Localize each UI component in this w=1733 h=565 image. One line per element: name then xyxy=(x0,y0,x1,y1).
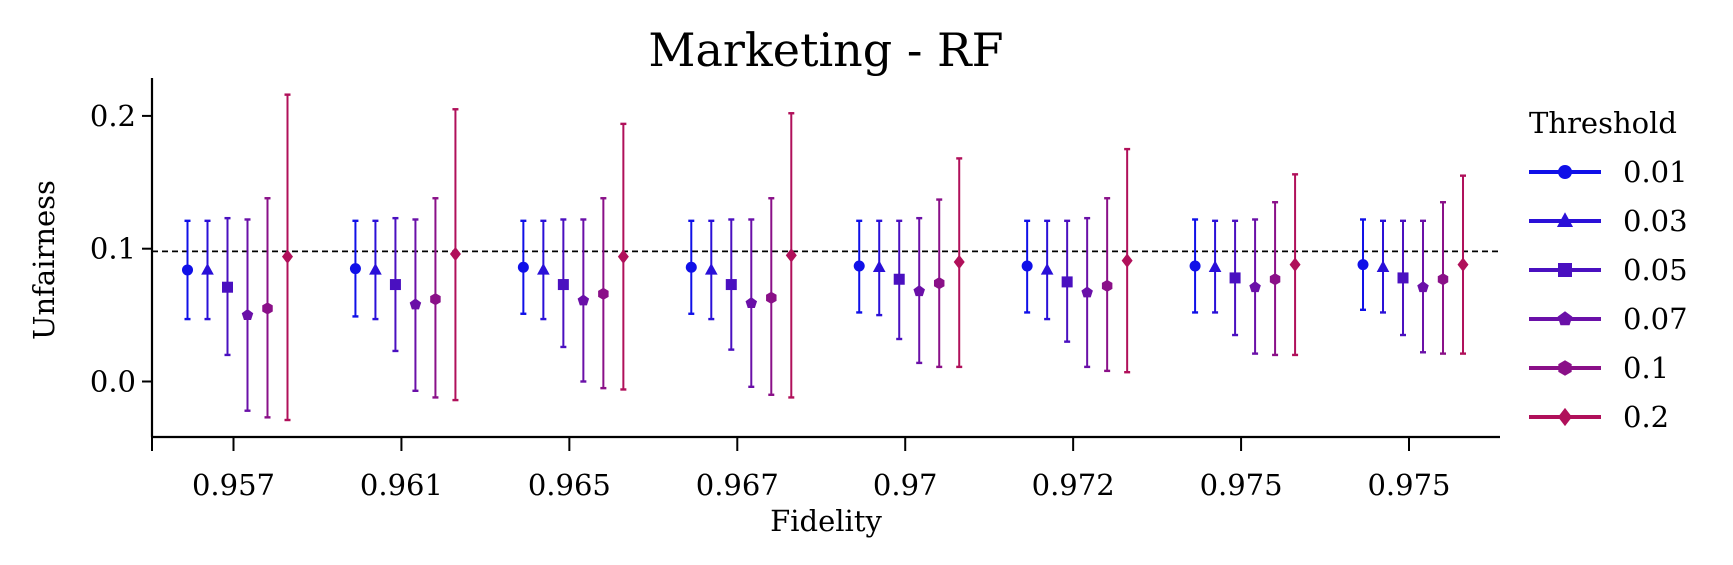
data-point xyxy=(1208,260,1222,272)
data-point xyxy=(1061,276,1073,288)
x-tick-label: 0.967 xyxy=(696,468,779,502)
legend-label: 0.03 xyxy=(1623,204,1688,238)
data-point xyxy=(201,263,214,275)
data-point xyxy=(241,309,254,320)
data-point xyxy=(1121,253,1133,268)
data-point xyxy=(598,287,609,300)
data-point xyxy=(745,297,758,309)
data-point xyxy=(349,263,361,275)
data-point xyxy=(1249,281,1261,293)
legend-label: 0.07 xyxy=(1623,302,1688,336)
data-point xyxy=(389,279,401,291)
data-point xyxy=(1357,259,1369,271)
chart-title: Marketing - RF xyxy=(648,23,1003,77)
legend-marker xyxy=(1556,212,1574,227)
legend-label: 0.01 xyxy=(1623,155,1688,189)
data-point xyxy=(577,294,590,306)
x-tick-label: 0.975 xyxy=(1367,468,1450,502)
data-point xyxy=(1229,272,1241,284)
data-point xyxy=(704,263,718,275)
data-point xyxy=(913,285,925,297)
legend-label: 0.2 xyxy=(1623,400,1669,434)
data-point xyxy=(872,260,886,272)
data-point xyxy=(766,291,777,304)
data-point xyxy=(369,263,382,275)
data-point xyxy=(517,261,529,273)
data-point xyxy=(1437,273,1449,286)
data-point xyxy=(1040,263,1054,275)
legend-label: 0.05 xyxy=(1623,253,1688,287)
data-point xyxy=(1269,273,1281,286)
data-point xyxy=(1457,257,1469,272)
data-point xyxy=(1101,279,1113,292)
data-point xyxy=(785,248,797,263)
data-point xyxy=(1289,257,1301,272)
data-point xyxy=(685,261,697,273)
legend-marker xyxy=(1557,311,1573,326)
data-point xyxy=(1376,260,1390,272)
x-tick-label: 0.965 xyxy=(528,468,611,502)
data-point xyxy=(725,279,737,291)
legend-title: Threshold xyxy=(1529,106,1677,140)
data-point xyxy=(1417,281,1429,293)
legend-marker xyxy=(1558,407,1572,427)
x-tick-label: 0.957 xyxy=(192,468,275,502)
data-point xyxy=(853,260,865,272)
data-point xyxy=(1189,260,1201,272)
data-point xyxy=(953,254,965,270)
data-point xyxy=(617,249,629,264)
y-tick-label: 0.2 xyxy=(90,99,136,133)
legend-marker xyxy=(1558,263,1572,277)
data-point xyxy=(449,246,461,262)
data-point xyxy=(262,302,273,315)
data-point xyxy=(557,279,569,291)
x-tick-label: 0.961 xyxy=(360,468,443,502)
y-tick-label: 0.1 xyxy=(90,232,136,266)
data-point xyxy=(182,264,193,276)
data-point xyxy=(222,281,233,293)
data-point xyxy=(933,277,945,290)
data-point xyxy=(537,263,550,275)
y-tick-label: 0.0 xyxy=(90,365,136,399)
data-point xyxy=(409,298,422,310)
data-point xyxy=(1397,272,1409,284)
legend-marker xyxy=(1558,165,1572,179)
y-axis-label: Unfairness xyxy=(27,180,61,340)
data-point xyxy=(1021,260,1033,272)
data-point xyxy=(430,293,441,306)
data-point xyxy=(1081,286,1093,298)
x-tick-label: 0.975 xyxy=(1200,468,1283,502)
x-axis-label: Fidelity xyxy=(770,504,882,538)
plot-area: 0.0 0.1 0.2 0.957 0.961 0.965 0.967 0.97 0.972 0.… xyxy=(90,78,1500,502)
data-point xyxy=(893,273,905,285)
legend: 0.01 0.03 0.05 0.07 0.1 0.2 xyxy=(1529,155,1688,434)
x-tick-label: 0.972 xyxy=(1032,468,1115,502)
legend-label: 0.1 xyxy=(1623,351,1669,385)
x-tick-label: 0.97 xyxy=(873,468,938,502)
legend-marker xyxy=(1558,360,1572,376)
data-point xyxy=(282,249,293,264)
